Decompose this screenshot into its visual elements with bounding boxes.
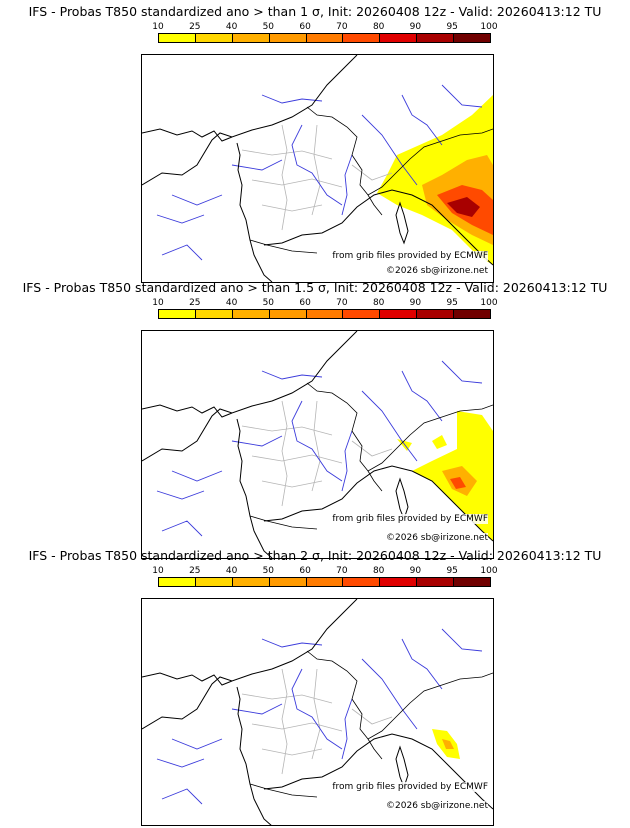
legend-tick: 70 [336, 566, 348, 576]
legend-tick: 90 [409, 22, 422, 32]
legend-swatch [306, 578, 344, 586]
legend-tick: 80 [372, 566, 385, 576]
panel-title: IFS - Probas T850 standardized ano > tha… [22, 280, 608, 295]
legend-swatch [269, 578, 307, 586]
legend-tick: 100 [480, 298, 498, 308]
panel-title: IFS - Probas T850 standardized ano > tha… [28, 548, 602, 563]
legend-swatch [232, 578, 270, 586]
map-panel-3: IFS - Probas T850 standardized ano > tha… [0, 548, 630, 826]
legend-tick: 90 [409, 298, 422, 308]
legend-swatch [417, 578, 455, 586]
legend-tick: 95 [446, 22, 458, 32]
legend-bar [158, 33, 491, 43]
legend-tick: 50 [262, 22, 275, 32]
legend-tick: 50 [262, 298, 275, 308]
legend-tick: 90 [409, 566, 422, 576]
coastline [142, 599, 493, 825]
legend-swatch [306, 34, 344, 42]
legend-swatch [343, 578, 381, 586]
probability-shading [447, 197, 480, 217]
legend-swatch [380, 34, 418, 42]
admin-boundaries [241, 400, 393, 507]
map-panel-1: IFS - Probas T850 standardized ano > tha… [0, 4, 630, 283]
legend-tick: 10 [152, 566, 164, 576]
legend-tick: 10 [152, 22, 164, 32]
country-borders [249, 650, 493, 798]
legend-tick: 40 [225, 22, 238, 32]
legend-swatch [195, 310, 233, 318]
legend-swatch [417, 34, 455, 42]
legend-swatch [343, 34, 381, 42]
legend-tick: 60 [299, 566, 311, 576]
legend-tick: 70 [336, 298, 348, 308]
legend-swatch [380, 578, 418, 586]
legend-swatch [195, 578, 233, 586]
legend-tick: 70 [336, 22, 348, 32]
country-borders [249, 106, 493, 254]
admin-boundaries [241, 124, 393, 231]
legend-tick: 40 [225, 298, 238, 308]
legend-swatch [232, 34, 270, 42]
legend-swatch [454, 578, 491, 586]
legend-swatch [417, 310, 455, 318]
legend-swatch [343, 310, 381, 318]
legend-tick: 40 [225, 566, 238, 576]
legend-swatch [159, 578, 196, 586]
legend-tick: 80 [372, 298, 385, 308]
map-area [141, 54, 494, 283]
legend-swatch [195, 34, 233, 42]
legend-tick: 60 [299, 22, 311, 32]
panel-title: IFS - Probas T850 standardized ano > tha… [28, 4, 602, 19]
legend-swatch [159, 34, 196, 42]
country-borders [249, 382, 493, 530]
map-svg [142, 55, 493, 282]
legend-swatch [269, 310, 307, 318]
legend-bar [158, 309, 491, 319]
legend-swatch [306, 310, 344, 318]
rivers [156, 628, 483, 805]
probability-shading [432, 435, 447, 449]
legend-swatch [454, 310, 491, 318]
coastline [142, 331, 493, 558]
legend-tick: 25 [189, 566, 201, 576]
legend-tick: 50 [262, 566, 275, 576]
legend-tick: 95 [446, 566, 458, 576]
legend-tick: 25 [189, 298, 201, 308]
copyright-credit: ©2026 sb@irizone.net [386, 266, 488, 276]
map-panel-2: IFS - Probas T850 standardized ano > tha… [0, 280, 630, 559]
legend-tick: 25 [189, 22, 201, 32]
legend-bar [158, 577, 491, 587]
legend-tick: 60 [299, 298, 311, 308]
map-area [141, 330, 494, 559]
color-legend: 10 25 40 50 60 70 80 90 95 100 [152, 566, 498, 594]
legend-swatch [454, 34, 491, 42]
map-svg [142, 599, 493, 825]
probability-shading [442, 739, 454, 749]
legend-tick: 100 [480, 566, 498, 576]
map-area [141, 598, 494, 826]
copyright-credit: ©2026 sb@irizone.net [386, 533, 488, 543]
probability-shading [450, 477, 466, 489]
rivers [156, 84, 483, 261]
coastline [142, 55, 493, 282]
legend-swatch [269, 34, 307, 42]
legend-tick: 95 [446, 298, 458, 308]
map-svg [142, 331, 493, 558]
legend-swatch [380, 310, 418, 318]
admin-boundaries [241, 668, 393, 775]
legend-tick: 10 [152, 298, 164, 308]
legend-tick: 100 [480, 22, 498, 32]
legend-tick: 80 [372, 22, 385, 32]
legend-swatch [159, 310, 196, 318]
copyright-credit: ©2026 sb@irizone.net [386, 801, 488, 811]
source-credit: from grib files provided by ECMWF [332, 251, 488, 261]
source-credit: from grib files provided by ECMWF [332, 514, 488, 524]
color-legend: 10 25 40 50 60 70 80 90 95 100 [152, 22, 498, 50]
legend-swatch [232, 310, 270, 318]
source-credit: from grib files provided by ECMWF [332, 782, 488, 792]
color-legend: 10 25 40 50 60 70 80 90 95 100 [152, 298, 498, 326]
rivers [156, 360, 483, 537]
